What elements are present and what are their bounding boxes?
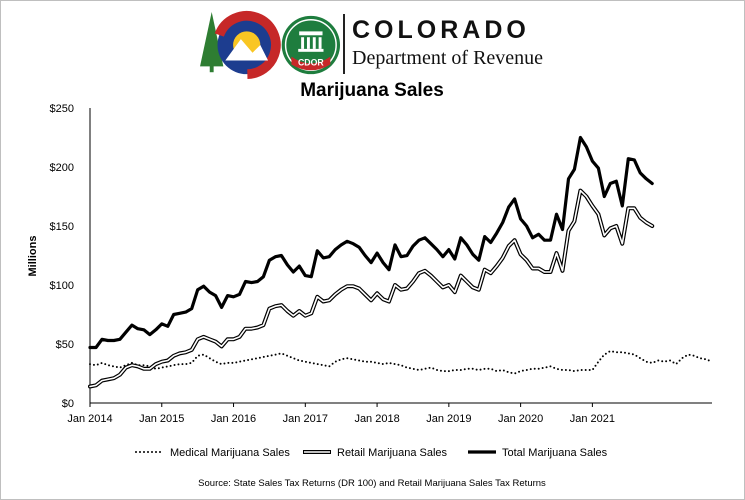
cdor-badge-icon: CDOR	[281, 15, 341, 75]
x-tick-label: Jan 2020	[498, 413, 543, 425]
tree-icon	[200, 11, 224, 73]
y-tick-label: $100	[50, 280, 74, 292]
legend-label: Medical Marijuana Sales	[170, 447, 290, 459]
x-tick-label: Jan 2016	[211, 413, 256, 425]
y-axis-label: Millions	[27, 236, 39, 277]
series-line-total	[88, 135, 654, 350]
x-tick-label: Jan 2014	[67, 413, 112, 425]
x-tick-label: Jan 2019	[426, 413, 471, 425]
x-tick-label: Jan 2017	[283, 413, 328, 425]
y-tick-label: $200	[50, 162, 74, 174]
logo-divider	[343, 14, 345, 74]
x-tick-label: Jan 2021	[570, 413, 615, 425]
y-tick-label: $250	[50, 103, 74, 115]
legend-label: Total Marijuana Sales	[502, 447, 608, 459]
badge-text: CDOR	[298, 57, 324, 67]
source-note: Source: State Sales Tax Returns (DR 100)…	[198, 478, 546, 489]
y-tick-label: $50	[56, 339, 74, 351]
chart-title: Marijuana Sales	[300, 80, 444, 101]
brand-subtitle: Department of Revenue	[352, 47, 544, 69]
y-tick-label: $0	[62, 398, 74, 410]
colorado-c-icon	[212, 10, 281, 80]
x-tick-label: Jan 2015	[139, 413, 184, 425]
series-line-retail-outer	[88, 188, 655, 389]
series-line-retail-inner	[89, 189, 654, 388]
brand-block: COLORADO Department of Revenue	[352, 16, 543, 70]
series-line-medical	[89, 350, 713, 375]
legend-label: Retail Marijuana Sales	[337, 447, 448, 459]
x-tick-label: Jan 2018	[354, 413, 399, 425]
y-tick-label: $150	[50, 221, 74, 233]
colorado-logo: CDOR	[200, 10, 341, 80]
brand-title: COLORADO	[352, 16, 530, 44]
